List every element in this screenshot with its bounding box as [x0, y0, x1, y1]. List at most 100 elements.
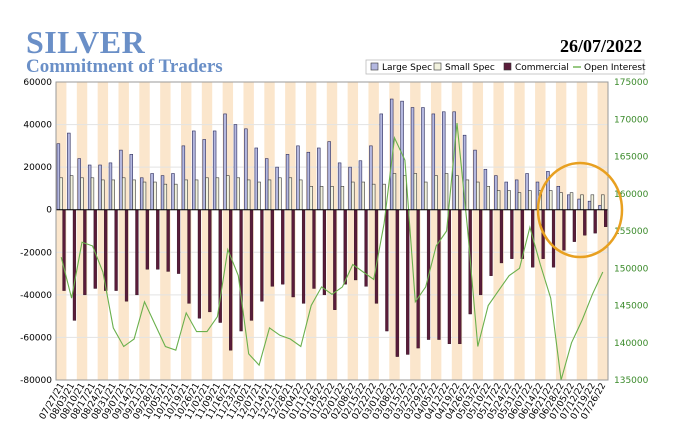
- bar-small-spec: [392, 173, 397, 211]
- y-tick-label: -20000: [20, 248, 52, 258]
- bar-commercial: [312, 209, 316, 289]
- background-band: [514, 82, 525, 380]
- bar-large-spec: [369, 145, 373, 211]
- legend-label: Commercial: [515, 63, 569, 73]
- background-band: [264, 82, 275, 380]
- bar-large-spec: [473, 149, 477, 211]
- bar-large-spec: [202, 139, 206, 211]
- bar-commercial: [114, 209, 118, 291]
- legend-label: Open Interest: [584, 63, 646, 73]
- bar-large-spec: [587, 200, 592, 211]
- bar-commercial: [124, 209, 129, 302]
- bar-small-spec: [444, 173, 449, 211]
- bar-commercial: [156, 209, 160, 270]
- bar-small-spec: [288, 177, 293, 211]
- bar-large-spec: [87, 164, 92, 211]
- bar-small-spec: [569, 192, 574, 211]
- background-band: [347, 82, 359, 380]
- bar-large-spec: [171, 173, 175, 211]
- background-band: [410, 82, 421, 380]
- open-interest-series: [60, 122, 604, 381]
- bar-small-spec: [330, 186, 334, 211]
- bar-small-spec: [163, 183, 168, 211]
- background-band: [201, 82, 213, 380]
- bar-commercial: [83, 209, 87, 296]
- chart-title: SILVER: [26, 24, 146, 60]
- background-band: [389, 82, 400, 380]
- bar-large-spec: [442, 111, 446, 211]
- bar-commercial: [479, 209, 483, 296]
- bar-commercial: [458, 209, 462, 345]
- bar-commercial: [416, 209, 420, 349]
- bar-large-spec: [556, 186, 561, 211]
- background-band: [555, 82, 567, 380]
- bar-large-spec: [254, 147, 258, 211]
- legend-swatch: [370, 62, 379, 71]
- bar-commercial: [562, 209, 566, 251]
- bar-commercial: [135, 209, 139, 296]
- bar-small-spec: [371, 183, 376, 211]
- bar-large-spec: [181, 145, 186, 211]
- bar-large-spec: [275, 166, 279, 211]
- bar-large-spec: [264, 158, 269, 211]
- background-band: [493, 82, 504, 380]
- bar-large-spec: [431, 113, 436, 211]
- background-band: [285, 82, 296, 380]
- y2-tick-label: 150000: [614, 264, 649, 274]
- y-tick-label: -80000: [20, 376, 52, 386]
- background-band: [576, 82, 588, 380]
- bar-commercial: [572, 209, 576, 242]
- bar-commercial: [603, 209, 608, 227]
- bar-large-spec: [67, 132, 71, 211]
- bar-commercial: [291, 209, 295, 298]
- bar-small-spec: [351, 181, 355, 211]
- background-band: [243, 82, 254, 380]
- bar-small-spec: [101, 179, 105, 211]
- bar-large-spec: [306, 151, 311, 211]
- bar-small-spec: [174, 183, 178, 211]
- bar-small-spec: [455, 175, 459, 211]
- background-band: [97, 82, 109, 380]
- bar-small-spec: [486, 186, 490, 211]
- y2-tick-label: 165000: [614, 153, 649, 163]
- bar-small-spec: [236, 177, 240, 211]
- bar-commercial: [593, 209, 597, 234]
- y-tick-label: -60000: [20, 333, 52, 343]
- bar-commercial: [281, 209, 285, 285]
- bar-large-spec: [410, 107, 415, 211]
- y2-tick-label: 145000: [614, 302, 649, 312]
- bar-commercial: [395, 209, 399, 357]
- bar-small-spec: [559, 192, 563, 211]
- background-band: [56, 82, 67, 380]
- left-axis-ticks: 60000 40000 20000 0 -20000 -40000 -60000 -80000: [20, 78, 52, 386]
- bar-large-spec: [317, 147, 321, 211]
- bar-commercial: [343, 209, 347, 285]
- background-band: [139, 82, 150, 380]
- background-band: [430, 82, 442, 380]
- background-band: [451, 82, 463, 380]
- bar-large-spec: [514, 179, 519, 211]
- bar-commercial: [301, 209, 306, 304]
- bar-large-spec: [192, 130, 196, 211]
- bar-commercial: [62, 209, 66, 291]
- bar-large-spec: [119, 149, 123, 211]
- y2-tick-label: 140000: [614, 339, 649, 349]
- bar-commercial: [187, 209, 191, 304]
- bar-commercial: [499, 209, 504, 264]
- bar-large-spec: [494, 175, 498, 211]
- background-band: [472, 82, 484, 380]
- bar-small-spec: [59, 177, 63, 211]
- bar-small-spec: [580, 194, 584, 211]
- bar-large-spec: [56, 143, 61, 211]
- bar-small-spec: [528, 190, 532, 211]
- y2-tick-label: 160000: [614, 190, 649, 200]
- bar-small-spec: [257, 181, 261, 211]
- y-tick-label: 60000: [23, 78, 52, 88]
- bar-small-spec: [111, 179, 115, 211]
- background-band: [597, 82, 608, 380]
- bar-large-spec: [108, 162, 113, 211]
- bar-commercial: [145, 209, 149, 270]
- bar-small-spec: [517, 192, 522, 211]
- background-band: [180, 82, 192, 380]
- background-band: [118, 82, 129, 380]
